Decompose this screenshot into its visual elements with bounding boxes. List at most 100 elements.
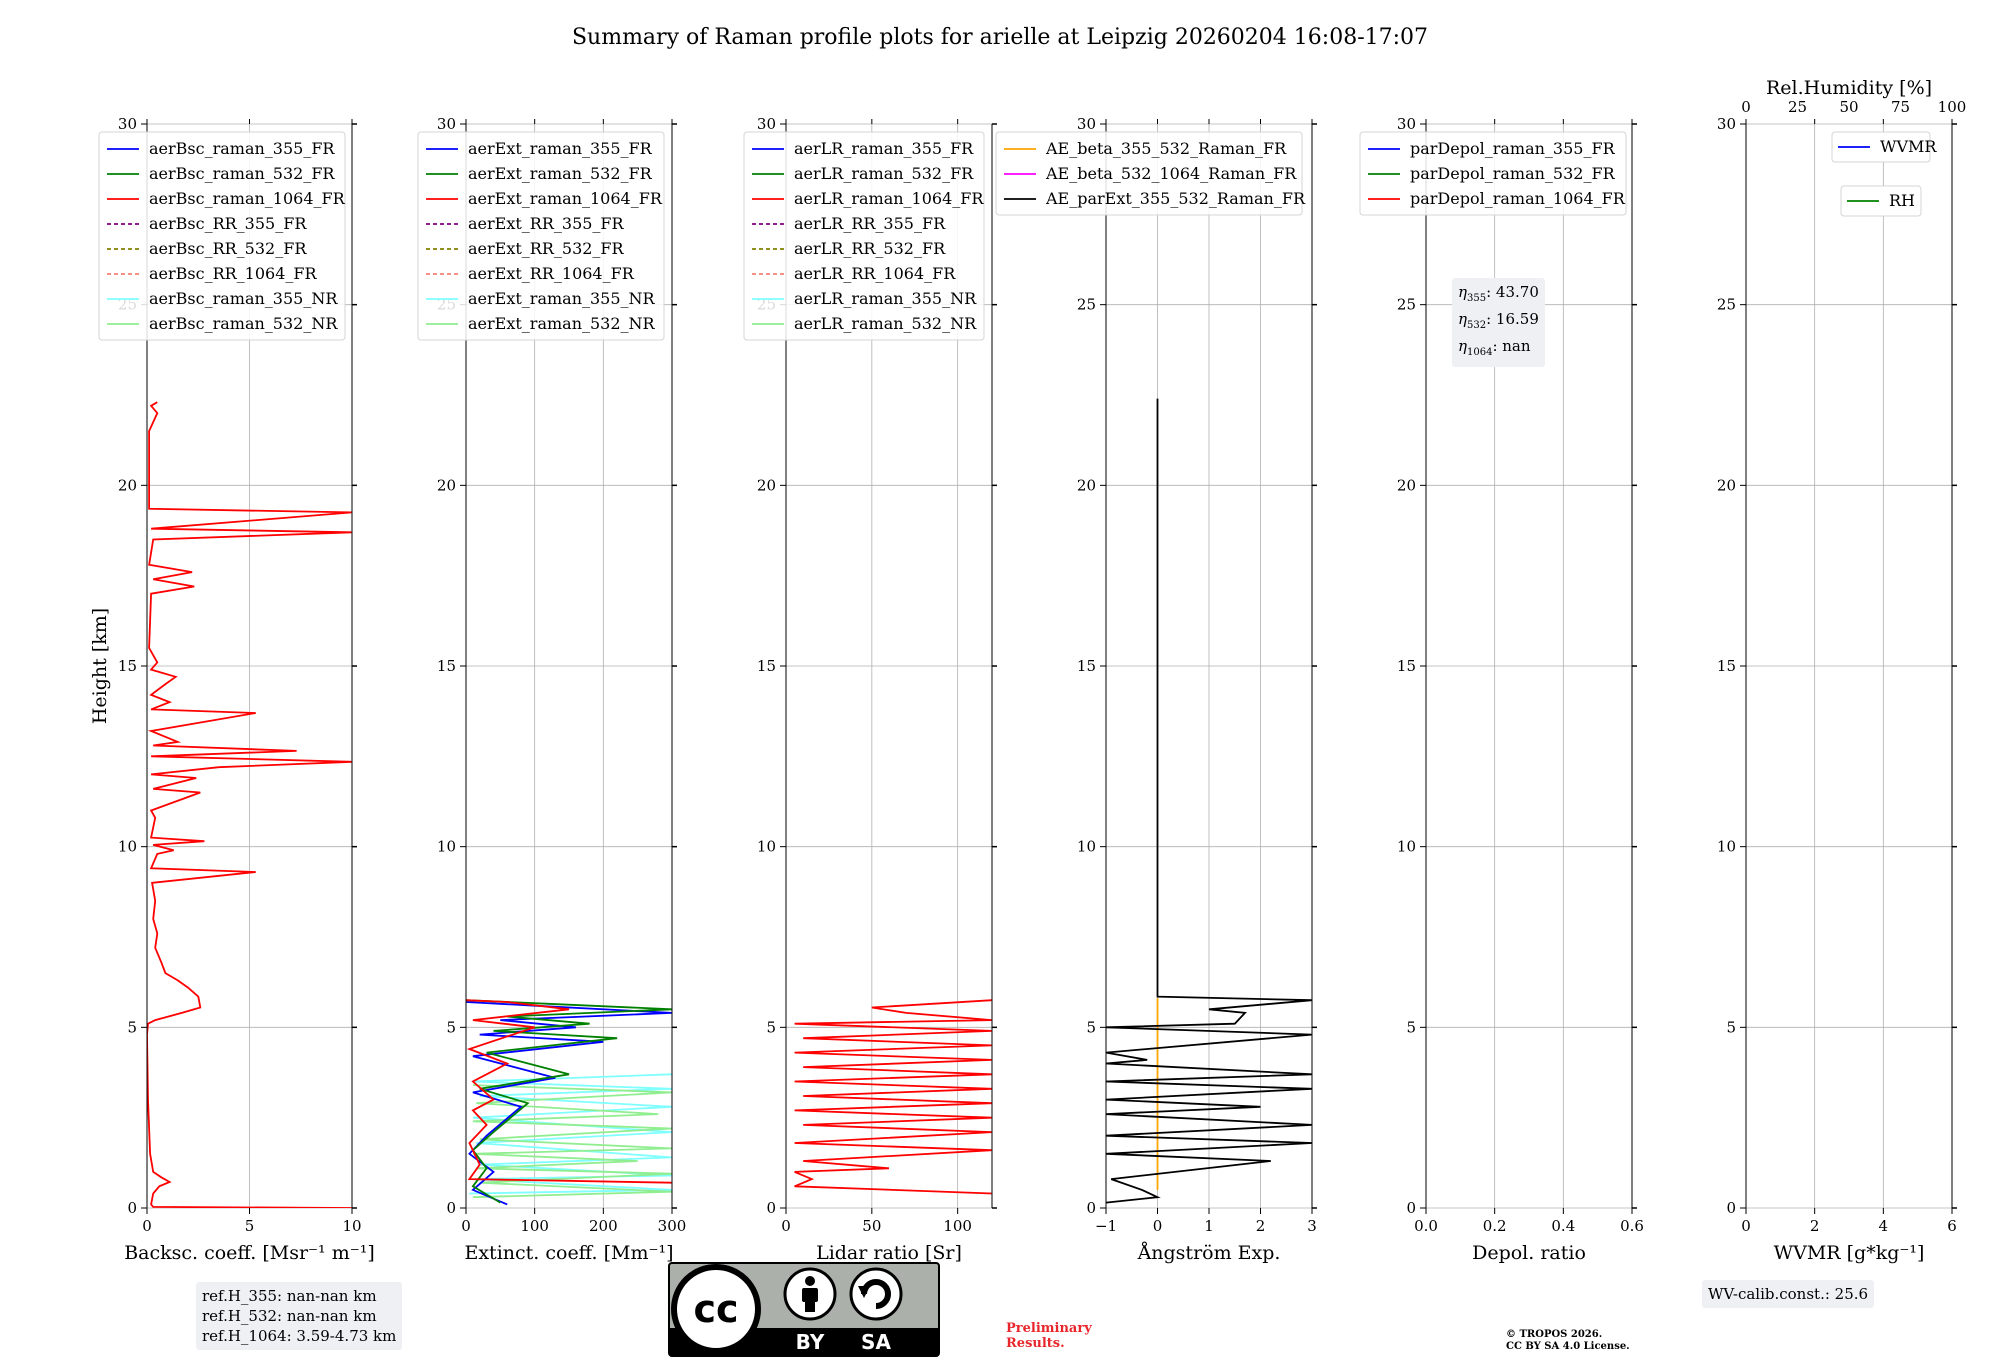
legend-label: aerBsc_raman_532_NR: [149, 314, 338, 333]
legend-label: aerBsc_raman_355_NR: [149, 289, 338, 308]
y-tick-label: 30: [437, 115, 456, 133]
y-tick-label: 25: [1717, 296, 1736, 314]
legend-label: AE_beta_355_532_Raman_FR: [1045, 139, 1287, 158]
by-label: BY: [796, 1330, 825, 1354]
x-tick-label: 0.6: [1620, 1217, 1644, 1235]
legend-label: aerExt_RR_532_FR: [468, 239, 625, 258]
legend-label: AE_parExt_355_532_Raman_FR: [1045, 189, 1306, 208]
top-tick-label: 0: [1741, 98, 1751, 116]
ref-height-355: ref.H_355: nan-nan km: [202, 1287, 377, 1305]
legend-label: parDepol_raman_355_FR: [1410, 139, 1616, 158]
panel-backscatter: 0510152025300510Backsc. coeff. [Msr⁻¹ m⁻…: [98, 115, 375, 1264]
tropos-copyright: © TROPOS 2026. CC BY SA 4.0 License.: [1506, 1329, 1630, 1352]
y-tick-label: 20: [1077, 476, 1096, 494]
y-tick-label: 10: [437, 838, 456, 856]
share-alike-icon: [849, 1267, 903, 1321]
y-tick-label: 25: [1397, 296, 1416, 314]
x-tick-label: 0: [781, 1217, 791, 1235]
x-tick-label: 0: [1153, 1217, 1163, 1235]
legend-label: aerBsc_RR_1064_FR: [149, 264, 318, 283]
y-tick-label: 30: [1397, 115, 1416, 133]
y-tick-label: 30: [1717, 115, 1736, 133]
y-axis-label: Height [km]: [89, 608, 111, 724]
top-tick-label: 100: [1938, 98, 1967, 116]
figure-title: Summary of Raman profile plots for ariel…: [572, 25, 1428, 50]
y-tick-label: 30: [118, 115, 137, 133]
legend-label: parDepol_raman_1064_FR: [1410, 189, 1626, 208]
series-aerBsc_raman_1064_FR: [147, 401, 352, 1208]
sa-label: SA: [861, 1330, 891, 1354]
x-tick-label: 0.2: [1483, 1217, 1507, 1235]
ref-height-532: ref.H_532: nan-nan km: [202, 1307, 377, 1325]
legend-label: aerExt_raman_532_NR: [468, 314, 656, 333]
legend-label: parDepol_raman_532_FR: [1410, 164, 1616, 183]
x-axis-label: Ångström Exp.: [1137, 1242, 1281, 1264]
x-axis-label: Extinct. coeff. [Mm⁻¹]: [464, 1242, 673, 1264]
depol-calibration-box: η355: 43.70 η532: 16.59 η1064: nan: [1452, 278, 1545, 367]
wv-calibration-box: WV-calib.const.: 25.6: [1702, 1280, 1875, 1308]
x-tick-label: 4: [1879, 1217, 1889, 1235]
panel-depolarization: 0 5 10 15 20 25 30 0.0 0.2 0.4 0.6 Depol. ratio parD…: [1359, 115, 1644, 1264]
y-tick-label: 0: [766, 1199, 776, 1217]
x-tick-label: 50: [862, 1217, 881, 1235]
legend-box: [98, 131, 346, 341]
legend-label: aerExt_raman_1064_FR: [468, 189, 663, 208]
y-tick-label: 0: [1726, 1199, 1736, 1217]
x-tick-label: 100: [520, 1217, 549, 1235]
legend-label: aerLR_RR_532_FR: [794, 239, 946, 258]
x-tick-label: 1: [1204, 1217, 1214, 1235]
y-tick-label: 0: [127, 1199, 137, 1217]
y-tick-label: 5: [1406, 1018, 1416, 1036]
y-tick-label: 20: [757, 476, 776, 494]
y-tick-label: 15: [118, 657, 137, 675]
top-tick-label: 25: [1788, 98, 1807, 116]
y-tick-label: 5: [1086, 1018, 1096, 1036]
x-tick-label: −1: [1095, 1217, 1117, 1235]
legend-label: aerBsc_raman_532_FR: [149, 164, 335, 183]
x-tick-label: 3: [1307, 1217, 1317, 1235]
legend-label: aerLR_raman_355_NR: [794, 289, 977, 308]
y-tick-label: 10: [118, 838, 137, 856]
legend-label: aerBsc_RR_532_FR: [149, 239, 307, 258]
legend-WVMR: WVMR: [1831, 131, 1937, 163]
x-tick-label: 2: [1256, 1217, 1266, 1235]
legend-label: AE_beta_532_1064_Raman_FR: [1045, 164, 1297, 183]
legend-RH: RH: [1840, 185, 1922, 217]
legend: aerExt_raman_355_FR aerExt_raman_532_FRae…: [417, 131, 665, 341]
y-tick-label: 15: [437, 657, 456, 675]
cc-by-sa-license-badge: cc BY SA: [668, 1262, 940, 1357]
y-tick-label: 20: [437, 476, 456, 494]
top-tick-label: 50: [1839, 98, 1858, 116]
x-tick-label: 0.0: [1414, 1217, 1438, 1235]
y-tick-label: 5: [766, 1018, 776, 1036]
legend-label: aerExt_raman_355_FR: [468, 139, 653, 158]
y-tick-label: 0: [446, 1199, 456, 1217]
x-tick-label: 100: [943, 1217, 972, 1235]
top-axis-label: Rel.Humidity [%]: [1766, 77, 1932, 99]
legend: aerBsc_raman_355_FR aerBsc_raman_532_FRae…: [98, 131, 346, 341]
legend-label: aerLR_RR_355_FR: [794, 214, 946, 233]
eta-1064: η1064: nan: [1458, 337, 1531, 358]
legend-label: WVMR: [1880, 137, 1937, 156]
x-tick-label: 6: [1947, 1217, 1957, 1235]
x-tick-label: 2: [1810, 1217, 1820, 1235]
legend-label: aerLR_raman_1064_FR: [794, 189, 984, 208]
legend-box: [1831, 131, 1931, 163]
y-tick-label: 5: [127, 1018, 137, 1036]
y-tick-label: 25: [1077, 296, 1096, 314]
cc-logo-text: cc: [693, 1287, 738, 1331]
legend-label: aerExt_RR_1064_FR: [468, 264, 635, 283]
y-tick-label: 10: [1397, 838, 1416, 856]
y-tick-label: 5: [1726, 1018, 1736, 1036]
y-tick-label: 15: [1717, 657, 1736, 675]
legend: AE_beta_355_532_Raman_FR AE_beta_532_1064…: [995, 131, 1306, 216]
x-tick-label: 0.4: [1551, 1217, 1575, 1235]
legend-label: aerBsc_raman_355_FR: [149, 139, 335, 158]
legend-label: aerBsc_raman_1064_FR: [149, 189, 346, 208]
y-tick-label: 20: [1717, 476, 1736, 494]
legend-label: aerExt_raman_355_NR: [468, 289, 656, 308]
legend-label: aerBsc_RR_355_FR: [149, 214, 307, 233]
panel-extinction: 0510152025300100200300Extinct. coeff. [M…: [417, 115, 686, 1264]
series-aerExt_raman_1064_FR: [466, 999, 672, 1184]
